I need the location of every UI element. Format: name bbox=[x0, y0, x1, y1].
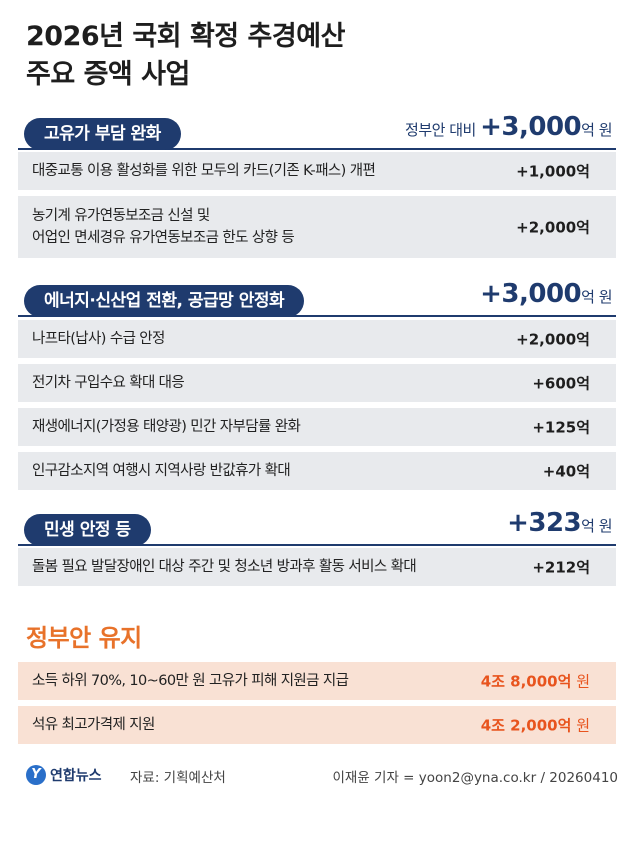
item-label-line-1: 농기계 유가연동보조금 신설 및 bbox=[32, 208, 210, 224]
list-item: 나프타(납사) 수급 안정 +2,000억 bbox=[18, 320, 616, 358]
section-underline bbox=[18, 148, 616, 150]
section-underline bbox=[18, 544, 616, 546]
item-amount: +212억 bbox=[532, 558, 590, 577]
section-header-high-oil: 고유가 부담 완화 정부안 대비 +3,000억 원 bbox=[18, 112, 616, 150]
total-value: +3,000 bbox=[480, 279, 582, 309]
section-pill: 에너지·신산업 전환, 공급망 안정화 bbox=[24, 285, 305, 317]
yonhap-logo: Y 연합뉴스 bbox=[26, 762, 102, 788]
total-prefix: 정부안 대비 bbox=[405, 121, 481, 139]
section-header-energy: 에너지·신산업 전환, 공급망 안정화 +3,000억 원 bbox=[18, 279, 616, 317]
item-amount: 4조 8,000억 원 bbox=[481, 671, 590, 692]
source-text: 자료: 기획예산처 bbox=[130, 770, 226, 786]
section-total: +3,000억 원 bbox=[480, 279, 612, 309]
section-header-livelihood: 민생 안정 등 +323억 원 bbox=[18, 508, 616, 546]
item-label: 인구감소지역 여행시 지역사랑 반값휴가 확대 bbox=[32, 463, 291, 479]
list-item: 돌봄 필요 발달장애인 대상 주간 및 청소년 방과후 활동 서비스 확대 +2… bbox=[18, 548, 616, 586]
item-label: 대중교통 이용 활성화를 위한 모두의 카드(기존 K-패스) 개편 bbox=[32, 163, 376, 179]
list-item: 인구감소지역 여행시 지역사랑 반값휴가 확대 +40억 bbox=[18, 452, 616, 490]
item-label: 전기차 구입수요 확대 대응 bbox=[32, 375, 185, 391]
item-label: 돌봄 필요 발달장애인 대상 주간 및 청소년 방과후 활동 서비스 확대 bbox=[32, 559, 417, 575]
item-amount: +2,000억 bbox=[516, 218, 590, 237]
section-underline bbox=[18, 315, 616, 317]
list-item: 전기차 구입수요 확대 대응 +600억 bbox=[18, 364, 616, 402]
logo-text: 연합뉴스 bbox=[50, 768, 102, 784]
maintained-title: 정부안 유지 bbox=[26, 624, 142, 652]
item-amount: 4조 2,000억 원 bbox=[481, 715, 590, 736]
title-line-1: 2026년 국회 확정 추경예산 bbox=[26, 21, 345, 52]
item-amount: +125억 bbox=[532, 418, 590, 437]
item-label: 소득 하위 70%, 10~60만 원 고유가 피해 지원금 지급 bbox=[32, 673, 349, 689]
item-label: 나프타(납사) 수급 안정 bbox=[32, 331, 165, 347]
section-total: +323억 원 bbox=[507, 508, 612, 538]
total-unit: 억 원 bbox=[581, 121, 612, 139]
item-label: 재생에너지(가정용 태양광) 민간 자부담률 완화 bbox=[32, 419, 301, 435]
section-total: 정부안 대비 +3,000억 원 bbox=[405, 112, 612, 142]
section-pill: 고유가 부담 완화 bbox=[24, 118, 181, 150]
total-unit: 억 원 bbox=[581, 288, 612, 306]
credit-text: 이재윤 기자 = yoon2@yna.co.kr / 20260410 bbox=[332, 770, 619, 786]
item-label-line-2: 어업인 면세경유 유가연동보조금 한도 상향 등 bbox=[32, 230, 295, 246]
total-value: +3,000 bbox=[480, 112, 582, 142]
yonhap-logo-icon: Y bbox=[26, 765, 46, 785]
amount-value: 4조 2,000억 bbox=[480, 716, 572, 735]
list-item: 재생에너지(가정용 태양광) 민간 자부담률 완화 +125억 bbox=[18, 408, 616, 446]
item-label: 석유 최고가격제 지원 bbox=[32, 717, 155, 733]
amount-unit: 원 bbox=[571, 716, 590, 735]
footer: Y 연합뉴스 자료: 기획예산처 이재윤 기자 = yoon2@yna.co.k… bbox=[26, 762, 618, 788]
total-unit: 억 원 bbox=[581, 517, 612, 535]
item-amount: +1,000억 bbox=[516, 162, 590, 181]
list-item: 석유 최고가격제 지원 4조 2,000억 원 bbox=[18, 706, 616, 744]
item-amount: +2,000억 bbox=[516, 330, 590, 349]
section-pill: 민생 안정 등 bbox=[24, 514, 151, 546]
item-amount: +40억 bbox=[542, 462, 590, 481]
total-value: +323 bbox=[507, 508, 582, 538]
amount-value: 4조 8,000억 bbox=[480, 672, 572, 691]
title-line-2: 주요 증액 사업 bbox=[26, 59, 190, 90]
item-label: 농기계 유가연동보조금 신설 및 어업인 면세경유 유가연동보조금 한도 상향 … bbox=[32, 205, 295, 249]
list-item: 소득 하위 70%, 10~60만 원 고유가 피해 지원금 지급 4조 8,0… bbox=[18, 662, 616, 700]
page-title: 2026년 국회 확정 추경예산 주요 증액 사업 bbox=[26, 18, 345, 94]
item-amount: +600억 bbox=[532, 374, 590, 393]
list-item: 대중교통 이용 활성화를 위한 모두의 카드(기존 K-패스) 개편 +1,00… bbox=[18, 152, 616, 190]
amount-unit: 원 bbox=[571, 672, 590, 691]
list-item: 농기계 유가연동보조금 신설 및 어업인 면세경유 유가연동보조금 한도 상향 … bbox=[18, 196, 616, 258]
